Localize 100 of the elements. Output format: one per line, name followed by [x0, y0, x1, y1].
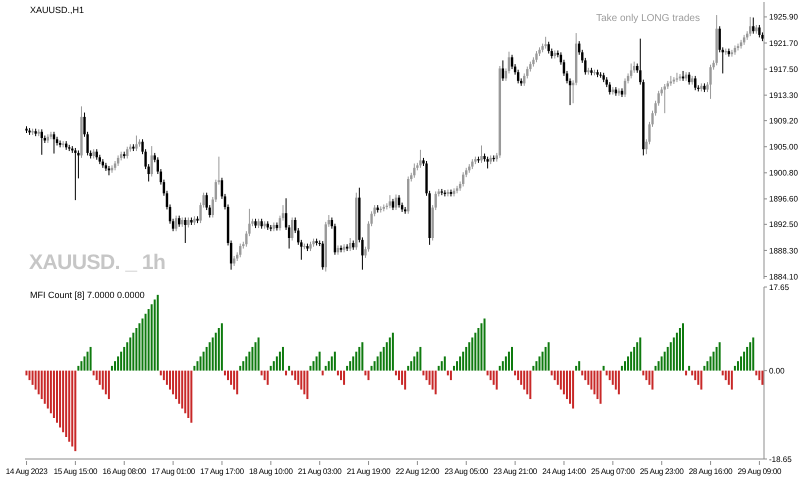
x-tick-label: 14 Aug 2023	[6, 467, 48, 476]
candlestick	[150, 146, 153, 178]
candlestick	[174, 215, 178, 232]
bar	[343, 370, 346, 385]
y-tick-label: 17.65	[769, 282, 790, 292]
bar	[74, 370, 76, 452]
bar	[450, 370, 452, 380]
candlestick	[486, 156, 489, 169]
bar	[318, 352, 321, 371]
y-tick-label: 0.00	[769, 366, 786, 376]
bar	[602, 366, 605, 371]
candlestick	[392, 198, 394, 211]
candlestick	[398, 194, 400, 208]
bar	[682, 323, 684, 371]
candlestick	[547, 41, 550, 54]
bar	[108, 370, 110, 400]
y-tick-label: 1913.30	[769, 91, 798, 100]
y-tick-label: 1917.50	[769, 64, 798, 74]
candlestick	[471, 158, 474, 170]
bar	[334, 352, 336, 371]
x-tick-label: 15 Aug 15:00	[54, 467, 98, 476]
x-tick-label: 17 Aug 01:00	[151, 467, 196, 476]
bar	[220, 323, 223, 371]
bar	[572, 370, 574, 409]
bar	[730, 370, 733, 390]
x-tick-label: 29 Aug 09:00	[738, 467, 782, 476]
candlestick	[758, 24, 761, 38]
candlestick	[544, 36, 547, 50]
bar	[496, 370, 498, 390]
bar	[282, 346, 284, 371]
candlestick	[348, 238, 352, 252]
bar	[419, 346, 422, 371]
candlestick	[752, 17, 754, 34]
bar	[361, 342, 364, 371]
candlestick	[260, 218, 263, 230]
candlestick	[257, 218, 260, 229]
bar	[322, 370, 324, 376]
candlestick	[181, 217, 184, 228]
candlestick	[96, 148, 98, 160]
candlestick	[742, 34, 746, 46]
bar	[190, 370, 192, 423]
candlestick	[664, 83, 666, 114]
bar	[90, 346, 92, 371]
candlestick	[92, 148, 95, 160]
bar	[285, 370, 288, 376]
candlestick	[290, 217, 294, 241]
candlestick	[239, 243, 242, 258]
candlestick	[419, 149, 422, 168]
annotation: XAUUSD. _ 1h	[29, 250, 166, 274]
candlestick	[694, 75, 696, 91]
bar	[444, 356, 446, 371]
x-tick-label: 17 Aug 17:00	[200, 467, 245, 476]
bar	[761, 370, 764, 385]
y-tick-label: 1900.80	[769, 168, 798, 178]
candlestick	[352, 240, 354, 250]
y-tick-label: 1884.10	[769, 272, 798, 282]
bar	[484, 318, 486, 371]
candlestick	[135, 135, 138, 152]
candlestick	[74, 147, 77, 201]
candlestick	[184, 217, 186, 244]
candlestick	[502, 60, 504, 82]
bar	[688, 366, 690, 371]
x-tick-label: 18 Aug 10:00	[249, 467, 294, 476]
bar	[306, 370, 308, 400]
x-tick-label: 25 Aug 23:00	[640, 467, 684, 476]
candlestick	[116, 154, 120, 166]
candlestick	[40, 128, 43, 156]
candlestick	[670, 75, 672, 86]
candlestick	[178, 215, 180, 228]
y-tick-label: 1909.20	[769, 116, 798, 126]
x-tick-label: 28 Aug 16:00	[688, 467, 734, 476]
bar	[600, 370, 602, 404]
bar	[511, 346, 513, 371]
bar	[752, 337, 754, 371]
x-tick-label: 23 Aug 21:00	[493, 467, 538, 476]
bar	[392, 332, 394, 371]
bar	[529, 370, 532, 400]
bar	[639, 337, 642, 371]
candlestick	[462, 172, 464, 187]
y-tick-label: -18.65	[769, 454, 792, 464]
y-tick-label: 1896.60	[769, 194, 798, 204]
annotation: Take only LONG trades	[596, 13, 700, 24]
bar	[156, 294, 159, 371]
bar	[288, 366, 290, 371]
bar	[434, 370, 437, 394]
bar	[266, 370, 269, 385]
bar	[618, 370, 620, 394]
bar	[548, 342, 550, 371]
x-tick-label: 16 Aug 08:00	[102, 467, 147, 476]
chart-title: XAUUSD.,H1	[30, 5, 84, 16]
candlestick	[126, 146, 128, 160]
y-tick-label: 1892.50	[769, 220, 798, 230]
x-tick-label: 21 Aug 03:00	[298, 467, 342, 476]
candlestick	[688, 72, 690, 86]
x-tick-label: 24 Aug 14:00	[542, 467, 587, 476]
bar	[258, 337, 260, 371]
bar	[367, 370, 370, 380]
candlestick	[602, 72, 605, 83]
bar	[718, 342, 721, 371]
candlestick	[413, 162, 416, 178]
